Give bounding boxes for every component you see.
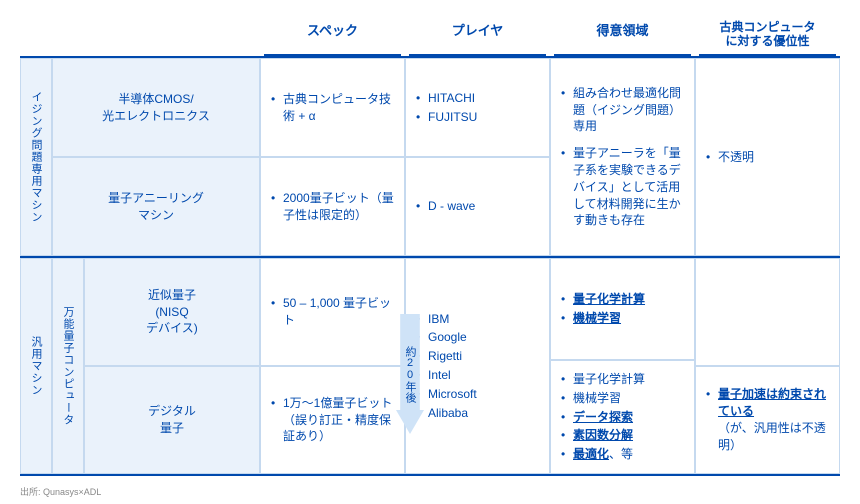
domain-r1b: 量子アニーラを「量子系を実験できるデバイス」として活用して材料開発に生かす動きも… bbox=[561, 145, 684, 229]
row-label-nisq: 近似量子(NISQデバイス) bbox=[84, 258, 260, 366]
header-advantage: 古典コンピュータ に対する優位性 bbox=[699, 20, 836, 56]
table-body: イジング問題専用マシン 半導体CMOS/光エレクトロニクス 量子アニーリングマシ… bbox=[20, 56, 840, 476]
row-label-cmos: 半導体CMOS/光エレクトロニクス bbox=[52, 58, 260, 157]
header-spec: スペック bbox=[264, 20, 401, 56]
player-dwave: D - wave bbox=[416, 198, 539, 215]
spec-r4: 1万～1億量子ビット（誤り訂正・精度保証あり） bbox=[260, 366, 405, 474]
left-column: イジング問題専用マシン 半導体CMOS/光エレクトロニクス 量子アニーリングマシ… bbox=[20, 56, 260, 476]
advantage-r3 bbox=[695, 258, 840, 366]
advantage-r12-text: 不透明 bbox=[706, 149, 829, 166]
timeline-arrow: 約20年後 bbox=[396, 314, 424, 434]
player-intel: Intel bbox=[416, 367, 539, 384]
spec-r1-text: 古典コンピュータ技術 + α bbox=[271, 91, 394, 125]
section2-rows: 50 – 1,000 量子ビット 1万～1億量子ビット（誤り訂正・精度保証あり）… bbox=[260, 256, 840, 476]
domain-r3: 量子化学計算 機械学習 bbox=[550, 258, 695, 360]
player-r2: D - wave bbox=[405, 157, 550, 256]
vlabel-universal-qc: 万能量子コンピュータ bbox=[52, 258, 84, 474]
vlabel-ising: イジング問題専用マシン bbox=[20, 58, 52, 256]
domain-r4c: データ探索 bbox=[561, 409, 684, 426]
advantage-r4-text: 量子加速は約束されている（が、汎用性は不透明） bbox=[706, 386, 829, 453]
header-spacer bbox=[20, 20, 260, 56]
domain-r12: 組み合わせ最適化問題（イジング問題）専用 量子アニーラを「量子系を実験できるデバ… bbox=[550, 58, 695, 256]
player-google: Google bbox=[416, 329, 539, 346]
section-general: 汎用マシン 万能量子コンピュータ 近似量子(NISQデバイス) デジタル量子 bbox=[20, 256, 260, 476]
data-grid: 古典コンピュータ技術 + α 2000量子ビット（量子性は限定的） HITACH… bbox=[260, 56, 840, 476]
player-hitachi: HITACHI bbox=[416, 90, 539, 107]
spec-r2: 2000量子ビット（量子性は限定的） bbox=[260, 157, 405, 256]
domain-r4d: 素因数分解 bbox=[561, 427, 684, 444]
player-alibaba: Alibaba bbox=[416, 405, 539, 422]
spec-r2-text: 2000量子ビット（量子性は限定的） bbox=[271, 190, 394, 224]
domain-r1a: 組み合わせ最適化問題（イジング問題）専用 bbox=[561, 85, 684, 135]
domain-r4b: 機械学習 bbox=[561, 390, 684, 407]
domain-r3a: 量子化学計算 bbox=[561, 291, 684, 308]
domain-r4: 量子化学計算 機械学習 データ探索 素因数分解 最適化、等 bbox=[550, 360, 695, 474]
domain-r3b: 機械学習 bbox=[561, 310, 684, 327]
player-fujitsu: FUJITSU bbox=[416, 109, 539, 126]
spec-r3-text: 50 – 1,000 量子ビット bbox=[271, 295, 394, 329]
domain-r4a: 量子化学計算 bbox=[561, 371, 684, 388]
advantage-r4: 量子加速は約束されている（が、汎用性は不透明） bbox=[695, 366, 840, 474]
spec-r1: 古典コンピュータ技術 + α bbox=[260, 58, 405, 157]
section-ising: イジング問題専用マシン 半導体CMOS/光エレクトロニクス 量子アニーリングマシ… bbox=[20, 56, 260, 256]
vlabel-general: 汎用マシン bbox=[20, 258, 52, 474]
header-domain: 得意領域 bbox=[554, 20, 691, 56]
spec-r4-text: 1万～1億量子ビット（誤り訂正・精度保証あり） bbox=[271, 395, 394, 445]
player-r34: IBM Google Rigetti Intel Microsoft Aliba… bbox=[405, 258, 550, 474]
player-r1: HITACHI FUJITSU bbox=[405, 58, 550, 157]
row-label-annealing: 量子アニーリングマシン bbox=[52, 157, 260, 256]
section1-rows: 古典コンピュータ技術 + α 2000量子ビット（量子性は限定的） HITACH… bbox=[260, 56, 840, 256]
header-advantage-l2: に対する優位性 bbox=[725, 34, 809, 48]
player-rigetti: Rigetti bbox=[416, 348, 539, 365]
footer-source: 出所: Qunasys×ADL bbox=[20, 485, 101, 498]
header-advantage-l1: 古典コンピュータ bbox=[719, 20, 815, 34]
spec-r3: 50 – 1,000 量子ビット bbox=[260, 258, 405, 366]
player-ibm: IBM bbox=[416, 311, 539, 328]
advantage-r12: 不透明 bbox=[695, 58, 840, 256]
row-label-digital: デジタル量子 bbox=[84, 366, 260, 474]
header-player: プレイヤ bbox=[409, 20, 546, 56]
domain-r4e: 最適化、等 bbox=[561, 446, 684, 463]
header-row: スペック プレイヤ 得意領域 古典コンピュータ に対する優位性 bbox=[20, 20, 840, 56]
player-microsoft: Microsoft bbox=[416, 386, 539, 403]
